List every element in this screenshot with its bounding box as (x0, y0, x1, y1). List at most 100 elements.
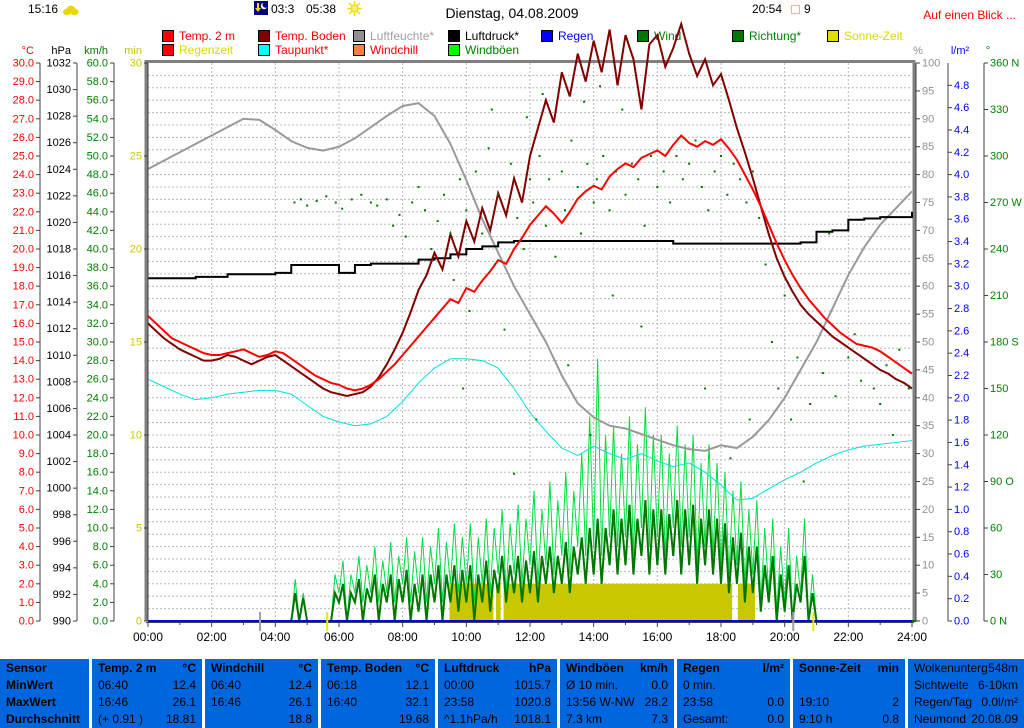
legend-item-luftdruck: Luftdruck* (448, 29, 519, 43)
svg-text:90 O: 90 O (990, 476, 1014, 488)
svg-text:34.0: 34.0 (87, 299, 108, 311)
svg-text:25: 25 (130, 151, 142, 163)
svg-text:55: 55 (922, 309, 934, 321)
svg-text:300: 300 (990, 151, 1008, 163)
legend-item-temp-2-m: Temp. 2 m (162, 29, 235, 43)
table-cell: (+ 0.91 ) 18.81 (98, 712, 196, 727)
table-cell: 19:10 2 (799, 695, 899, 710)
table-cell: MaxWert (6, 695, 56, 710)
svg-text:65: 65 (922, 253, 934, 265)
legend-item-windchill: Windchill (353, 43, 418, 57)
svg-text:13.0: 13.0 (13, 374, 34, 386)
sunrise-time-label: 05:38 (306, 2, 337, 16)
table-cell: Durchschnitt (6, 712, 81, 727)
table-column-windb-en: Windböen km/h Ø 10 min. 0.0 13:56 W-NW 28.2 7.3… (560, 659, 674, 728)
svg-text:30: 30 (130, 58, 142, 70)
legend-swatch-sonne-zeit (827, 29, 839, 42)
table-cell: 18.8 (288, 712, 312, 727)
svg-text:6.0: 6.0 (19, 504, 34, 516)
svg-text:18:00: 18:00 (706, 630, 736, 644)
legend-label: Windböen (465, 42, 520, 57)
svg-text:19.0: 19.0 (13, 262, 34, 274)
legend-swatch-regen (541, 29, 553, 42)
svg-text:180 S: 180 S (990, 337, 1019, 349)
legend-label: Luftfeuchte* (370, 28, 435, 43)
legend-item-regen: Regen (541, 29, 593, 43)
current-time-label: 15:16 (28, 2, 59, 16)
svg-text:2.0: 2.0 (93, 597, 108, 609)
svg-text:1012: 1012 (47, 323, 71, 335)
svg-text:24.0: 24.0 (13, 169, 34, 181)
svg-text:240: 240 (990, 244, 1008, 256)
table-cell: 23:58 1020.8 (444, 695, 551, 710)
svg-text:l/m²: l/m² (951, 45, 970, 57)
svg-text:30: 30 (922, 448, 934, 460)
table-cell: Sensor (6, 660, 47, 675)
quick-view-link[interactable]: Auf einen Blick ... (923, 8, 1016, 22)
svg-text:10: 10 (130, 430, 142, 442)
svg-text:5: 5 (136, 523, 142, 535)
svg-text:12.0: 12.0 (87, 504, 108, 516)
page-title: Dienstag, 04.08.2009 (445, 5, 579, 21)
svg-text:60: 60 (922, 281, 934, 293)
legend-label: Sonne-Zeit (844, 28, 903, 43)
svg-text:70: 70 (922, 225, 934, 237)
svg-text:1004: 1004 (47, 430, 71, 442)
svg-text:1006: 1006 (47, 403, 71, 415)
table-cell: Windchill °C (211, 660, 312, 675)
table-cell: Temp. Boden °C (327, 660, 429, 675)
svg-text:14.0: 14.0 (87, 485, 108, 497)
legend-swatch-taupunkt (258, 43, 270, 56)
legend-item-taupunkt: Taupunkt* (258, 43, 328, 57)
svg-text:06:00: 06:00 (324, 630, 354, 644)
svg-text:100: 100 (922, 58, 940, 70)
table-column-luftdruck: Luftdruck hPa 00:00 1015.7 23:58 1020.8 ^1.1hP… (438, 659, 557, 728)
svg-text:1030: 1030 (47, 84, 71, 96)
svg-text:4.8: 4.8 (954, 80, 969, 92)
svg-text:58.0: 58.0 (87, 76, 108, 88)
table-cell: Ø 10 min. 0.0 (566, 677, 668, 692)
svg-text:4.0: 4.0 (954, 169, 969, 181)
legend-swatch-windb-en (448, 43, 460, 56)
svg-text:45: 45 (922, 364, 934, 376)
series-temp-boden (147, 20, 913, 397)
svg-text:02:00: 02:00 (197, 630, 227, 644)
legend-item-temp-boden: Temp. Boden (258, 29, 346, 43)
svg-text:30.0: 30.0 (87, 337, 108, 349)
svg-text:0.8: 0.8 (954, 526, 969, 538)
svg-text:3.2: 3.2 (954, 258, 969, 270)
svg-text:00:00: 00:00 (133, 630, 163, 644)
svg-text:1.8: 1.8 (954, 415, 969, 427)
svg-text:°C: °C (22, 45, 34, 57)
svg-text:996: 996 (53, 536, 71, 548)
svg-text:50: 50 (922, 337, 934, 349)
svg-text:7.0: 7.0 (19, 485, 34, 497)
table-cell: 00:00 1015.7 (444, 677, 551, 692)
svg-text:1.2: 1.2 (954, 482, 969, 494)
svg-text:20:00: 20:00 (770, 630, 800, 644)
svg-text:10: 10 (922, 560, 934, 572)
svg-text:10.0: 10.0 (87, 523, 108, 535)
svg-text:40: 40 (922, 392, 934, 404)
table-cell: 16:46 26.1 (98, 695, 196, 710)
svg-text:1008: 1008 (47, 376, 71, 388)
svg-text:0: 0 (922, 616, 928, 628)
svg-text:28.0: 28.0 (87, 355, 108, 367)
svg-text:min: min (124, 45, 142, 57)
svg-text:60: 60 (990, 523, 1002, 535)
svg-text:18.0: 18.0 (87, 448, 108, 460)
svg-text:46.0: 46.0 (87, 188, 108, 200)
svg-text:150: 150 (990, 383, 1008, 395)
table-cell: 06:18 12.1 (327, 677, 429, 692)
series-luftdruck (148, 211, 913, 280)
table-cell: 16:40 32.1 (327, 695, 429, 710)
svg-text:1016: 1016 (47, 270, 71, 282)
svg-text:1022: 1022 (47, 190, 71, 202)
svg-text:42.0: 42.0 (87, 225, 108, 237)
legend-swatch-luftfeuchte (353, 29, 365, 42)
svg-text:48.0: 48.0 (87, 169, 108, 181)
sunset-extra-label: 9 (804, 2, 811, 16)
svg-text:25: 25 (922, 476, 934, 488)
legend-item-luftfeuchte: Luftfeuchte* (353, 28, 435, 43)
